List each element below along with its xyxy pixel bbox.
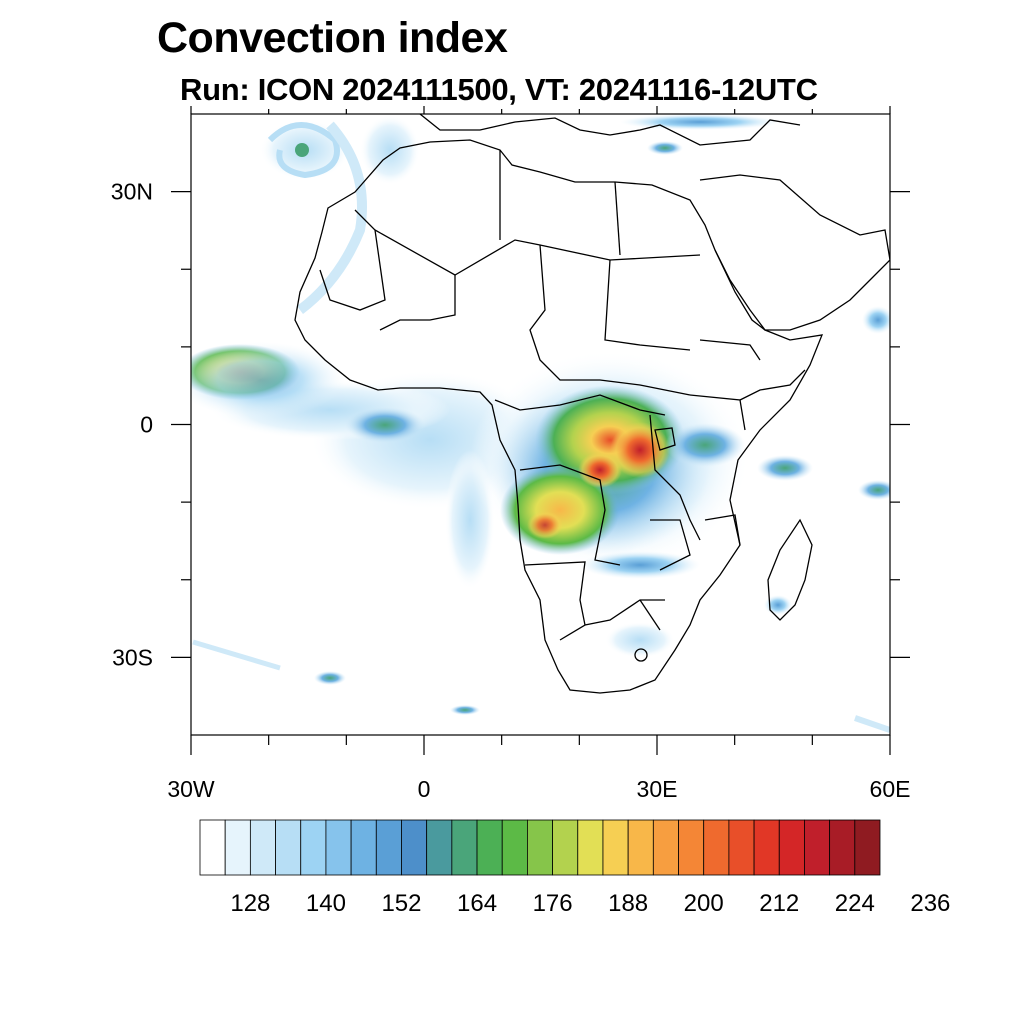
lake-victoria-outline — [654, 427, 676, 451]
axis-tick-labels: 30W 0 30E 60E 30N 0 30S — [111, 179, 911, 802]
south-atlantic-cell-2 — [450, 705, 480, 715]
southern-band — [580, 551, 700, 579]
colorbar-swatch — [728, 819, 755, 876]
south-atlantic-cell-1 — [314, 671, 346, 685]
colorbar-swatch — [678, 819, 705, 876]
madagascar-cell — [764, 595, 792, 615]
colorbar-swatch — [778, 819, 805, 876]
border-line — [374, 229, 701, 276]
colorbar-swatch — [552, 819, 579, 876]
colorbar-swatch — [829, 819, 856, 876]
west-atlantic-edge — [191, 342, 345, 418]
colorbar-tick-label: 128 — [230, 890, 270, 917]
indian-ocean-right — [858, 480, 890, 500]
east-africa — [665, 423, 745, 467]
border-line — [614, 181, 621, 256]
border-line — [739, 369, 806, 401]
colorbar-swatch — [501, 819, 528, 876]
lon-tick-label: 30E — [637, 776, 678, 802]
border-line — [379, 275, 456, 331]
north-atlantic-center — [295, 143, 309, 157]
southern-ocean-streak — [854, 715, 890, 733]
north-atlantic-band — [296, 121, 367, 314]
arabia-outline — [699, 174, 890, 331]
colorbar-tick-label: 164 — [457, 890, 497, 917]
colorbar-swatch — [375, 819, 402, 876]
north-atlantic-spiral — [267, 122, 340, 179]
africa-coastline — [294, 139, 824, 694]
indian-ocean-cyclone — [757, 455, 813, 481]
colorbar-swatch — [703, 819, 730, 876]
border-line — [319, 209, 386, 311]
colorbar-swatch — [527, 819, 553, 876]
colorbar-tick-label: 224 — [835, 890, 875, 917]
colorbar-tick-label: 236 — [910, 890, 950, 917]
lesotho-outline — [634, 648, 648, 662]
colorbar-swatch — [451, 819, 478, 876]
convection-field — [191, 114, 890, 733]
colorbar-labels: 128 140 152 164 176 188 200 212 224 236 — [230, 890, 950, 917]
colorbar-swatch — [426, 819, 453, 876]
border-line — [704, 514, 741, 546]
border-line — [649, 414, 701, 541]
europe-coast — [419, 114, 801, 146]
colorbar-tick-label: 212 — [759, 890, 799, 917]
colorbar-swatch — [854, 819, 881, 876]
border-line — [519, 464, 621, 566]
colorbar-swatch — [275, 819, 302, 876]
lon-tick-label: 60E — [870, 776, 911, 802]
south-atlantic-streak — [192, 639, 281, 671]
colorbar-swatch — [804, 819, 831, 876]
map-outlines — [294, 114, 890, 694]
lon-tick-label: 0 — [418, 776, 431, 802]
chart-subtitle: Run: ICON 2024111500, VT: 20241116-12UTC — [180, 72, 818, 107]
colorbar-swatch — [350, 819, 377, 876]
colorbar-swatch — [401, 819, 428, 876]
madagascar-outline — [767, 518, 813, 621]
colorbar-tick-label: 188 — [608, 890, 648, 917]
morocco-band — [360, 115, 420, 185]
lat-tick-label: 30S — [112, 644, 153, 670]
south-africa-cells — [605, 622, 675, 658]
colorbar-tick-label: 140 — [306, 890, 346, 917]
border-line — [639, 599, 661, 631]
border-line — [529, 244, 691, 396]
colorbar-tick-label: 176 — [533, 890, 573, 917]
border-line — [650, 519, 691, 571]
colorbar-swatch — [577, 819, 604, 876]
colorbar-swatch — [224, 819, 251, 876]
border-line — [699, 339, 761, 361]
lat-tick-label: 30N — [111, 179, 153, 205]
colorbar-swatch — [753, 819, 780, 876]
colorbar — [199, 819, 881, 876]
colorbar-swatch — [325, 819, 352, 876]
border-line — [604, 259, 691, 351]
colorbar-swatch — [627, 819, 654, 876]
mediterranean-cell — [647, 141, 683, 155]
colorbar-swatch — [652, 819, 679, 876]
axis-ticks — [171, 106, 910, 755]
angola-hot — [527, 511, 563, 539]
arabian-sea-cell — [862, 306, 890, 334]
chart-title: Convection index — [157, 14, 508, 62]
border-line — [584, 599, 665, 626]
border-line — [494, 394, 666, 416]
lat-tick-label: 0 — [140, 412, 153, 438]
mediterranean-band — [620, 114, 780, 130]
drc-south-hot — [578, 452, 622, 488]
colorbar-tick-label: 152 — [381, 890, 421, 917]
colorbar-swatch — [476, 819, 503, 876]
lon-tick-label: 30W — [167, 776, 215, 802]
colorbar-swatch — [300, 819, 327, 876]
gulf-band — [345, 407, 425, 443]
colorbar-swatch — [249, 819, 276, 876]
colorbar-tick-label: 200 — [684, 890, 724, 917]
colorbar-swatch — [602, 819, 629, 876]
colorbar-swatch — [199, 819, 226, 876]
border-line — [524, 561, 586, 641]
